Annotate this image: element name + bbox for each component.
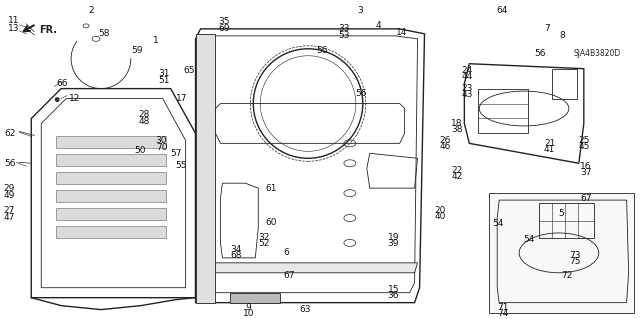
Text: 62: 62 (4, 129, 16, 138)
Text: 40: 40 (435, 211, 446, 220)
Text: 2: 2 (88, 6, 93, 15)
Text: 15: 15 (388, 285, 399, 294)
Polygon shape (56, 190, 166, 202)
Text: 39: 39 (388, 239, 399, 249)
Text: 8: 8 (559, 31, 564, 40)
Text: 11: 11 (8, 16, 20, 26)
Text: 65: 65 (184, 66, 195, 75)
Text: 14: 14 (396, 28, 407, 37)
Text: 69: 69 (218, 24, 230, 33)
Text: 35: 35 (218, 18, 230, 26)
Text: 61: 61 (265, 184, 276, 193)
Text: 68: 68 (230, 251, 242, 260)
Text: 59: 59 (131, 46, 142, 55)
Text: 17: 17 (175, 94, 187, 103)
Text: 29: 29 (3, 184, 15, 193)
Text: 44: 44 (461, 72, 472, 81)
Text: FR.: FR. (39, 25, 57, 35)
Text: 64: 64 (496, 6, 508, 15)
Text: 22: 22 (451, 166, 463, 175)
Text: 20: 20 (435, 205, 446, 215)
Text: 27: 27 (3, 205, 15, 215)
Text: 67: 67 (283, 271, 294, 280)
Text: 26: 26 (440, 136, 451, 145)
Text: 43: 43 (461, 90, 473, 99)
Text: 57: 57 (171, 149, 182, 158)
Text: 37: 37 (580, 168, 591, 177)
Bar (489, 193, 634, 313)
Polygon shape (196, 34, 216, 303)
Text: 45: 45 (579, 142, 590, 151)
Text: 71: 71 (497, 303, 509, 312)
Text: 56: 56 (534, 49, 545, 58)
Text: 55: 55 (175, 161, 187, 170)
Text: 73: 73 (569, 251, 580, 260)
Text: 52: 52 (259, 239, 269, 249)
Text: 25: 25 (579, 136, 590, 145)
Bar (552, 69, 577, 99)
Text: 5: 5 (558, 209, 564, 218)
Polygon shape (56, 226, 166, 238)
Text: 33: 33 (338, 24, 349, 33)
Text: 30: 30 (156, 136, 167, 145)
Text: 54: 54 (523, 235, 534, 244)
Text: 1: 1 (153, 36, 159, 45)
Text: 50: 50 (134, 146, 146, 155)
Polygon shape (56, 172, 166, 184)
Text: 60: 60 (265, 218, 276, 226)
Text: 10: 10 (243, 309, 254, 318)
Text: 21: 21 (544, 139, 556, 148)
Text: 13: 13 (8, 24, 20, 33)
Text: 23: 23 (461, 84, 473, 93)
Text: 41: 41 (544, 145, 556, 154)
Text: SJA4B3820D: SJA4B3820D (574, 49, 621, 58)
Bar (478, 89, 528, 133)
Polygon shape (214, 263, 417, 273)
Text: 38: 38 (451, 125, 463, 134)
Polygon shape (56, 137, 166, 148)
Text: 49: 49 (3, 191, 15, 200)
Text: 70: 70 (156, 143, 167, 152)
Text: 72: 72 (561, 271, 572, 280)
Polygon shape (230, 293, 280, 303)
Text: 9: 9 (246, 303, 251, 312)
Text: 54: 54 (492, 219, 504, 227)
Text: 67: 67 (581, 194, 593, 203)
Text: 36: 36 (388, 291, 399, 300)
Text: 19: 19 (388, 234, 399, 242)
Text: 12: 12 (69, 94, 81, 103)
Text: 53: 53 (338, 31, 349, 40)
Text: 66: 66 (56, 79, 68, 88)
Text: 46: 46 (440, 142, 451, 151)
Text: 75: 75 (569, 257, 580, 266)
Text: 58: 58 (98, 29, 109, 38)
Text: 42: 42 (451, 172, 463, 181)
Text: 48: 48 (139, 117, 150, 126)
Text: 74: 74 (497, 309, 509, 318)
Text: 4: 4 (376, 21, 381, 30)
Polygon shape (56, 154, 166, 166)
Text: 56: 56 (316, 46, 328, 55)
Ellipse shape (54, 97, 60, 102)
Text: 6: 6 (283, 249, 289, 257)
Text: 28: 28 (139, 110, 150, 119)
Bar (539, 203, 594, 238)
Text: 7: 7 (544, 24, 550, 33)
Text: 34: 34 (230, 245, 242, 254)
Text: 47: 47 (3, 212, 15, 221)
Polygon shape (56, 208, 166, 220)
Text: 51: 51 (159, 76, 170, 85)
Text: 24: 24 (461, 66, 472, 75)
Text: 3: 3 (357, 6, 363, 15)
Text: 63: 63 (300, 305, 311, 314)
Text: 32: 32 (259, 234, 269, 242)
Text: 56: 56 (355, 89, 366, 98)
Text: 31: 31 (159, 69, 170, 78)
Text: 18: 18 (451, 119, 463, 128)
Text: 56: 56 (4, 159, 16, 168)
Text: 16: 16 (580, 162, 591, 171)
